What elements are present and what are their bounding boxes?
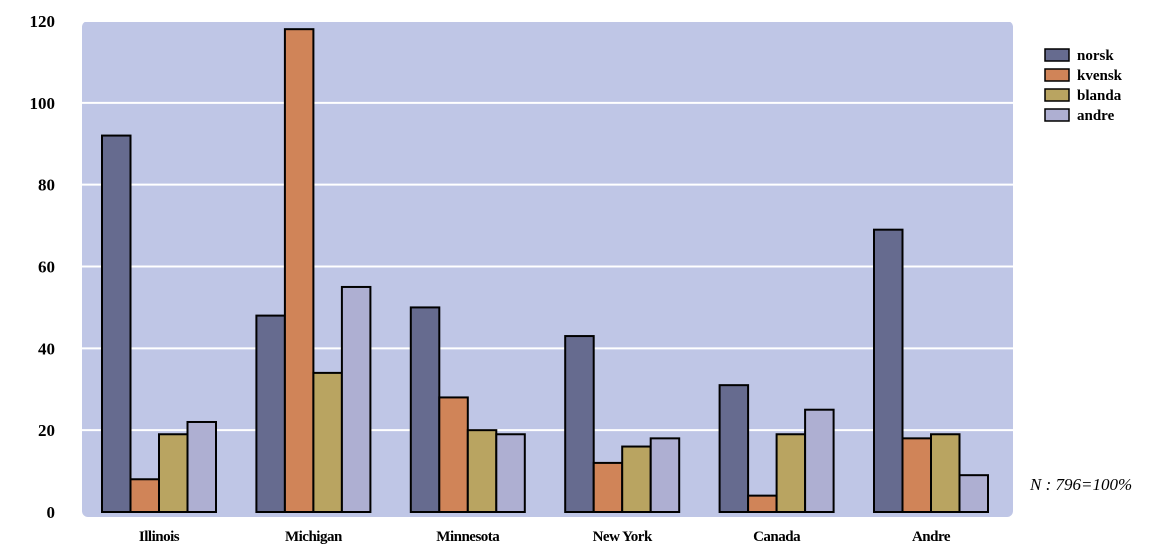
bar-kvensk [283,28,315,514]
x-category-label: Canada [753,529,801,545]
legend-swatch-blanda [1044,88,1070,102]
bar-kvensk [438,396,469,513]
legend-swatch-kvensk [1044,68,1070,82]
y-tick-label: 60 [38,258,55,277]
legend-label: blanda [1077,88,1122,104]
bar-andre [649,437,681,514]
legend-label: andre [1077,108,1115,124]
bar-andre [186,420,217,514]
y-axis-tick-labels: 0 20 40 60 80 100 120 [30,12,56,522]
y-tick-label: 100 [30,94,56,113]
y-tick-label: 40 [38,339,55,358]
bar-norsk [101,134,132,513]
bar-andre [495,433,526,513]
bar-group [255,28,372,514]
legend-label: norsk [1077,48,1114,64]
bar-kvensk [129,478,160,513]
bar-group [101,134,217,514]
x-category-label: Minnesota [436,529,500,545]
bar-group [409,306,526,513]
bar-blanda [312,371,343,513]
bar-blanda [930,433,961,513]
bar-norsk [564,335,595,513]
x-category-label: Illinois [139,529,180,545]
x-category-label: New York [593,529,653,545]
legend-swatch-andre [1044,108,1070,122]
bar-group [564,335,681,514]
bar-blanda [466,429,498,513]
bar-group [873,228,989,514]
gridlines [82,20,1013,432]
y-tick-label: 120 [30,12,56,31]
x-category-label: Andre [912,529,951,545]
bar-andre [804,408,835,514]
bar-kvensk [747,494,778,513]
bar-norsk [409,306,441,513]
bar-kvensk [901,437,932,514]
bar-group [718,384,835,514]
bar-blanda [775,433,807,513]
x-axis-category-labels: Illinois Michigan Minnesota New York Canada A… [139,529,951,545]
bar-blanda [621,445,652,513]
bar-norsk [873,228,904,514]
y-tick-label: 0 [47,503,56,522]
sample-size-note: N : 796=100% [1029,475,1132,494]
bar-norsk [718,384,750,513]
y-tick-label: 20 [38,421,55,440]
legend-label: kvensk [1077,68,1123,84]
bar-norsk [255,314,286,513]
bar-blanda [158,433,189,513]
bar-andre [958,474,989,513]
bars [101,28,989,514]
y-tick-label: 80 [38,176,55,195]
bar-andre [340,285,372,514]
legend: norsk kvensk blanda andre [1044,48,1123,124]
x-category-label: Michigan [285,529,343,545]
bar-kvensk [592,461,624,513]
legend-swatch-norsk [1044,48,1070,62]
